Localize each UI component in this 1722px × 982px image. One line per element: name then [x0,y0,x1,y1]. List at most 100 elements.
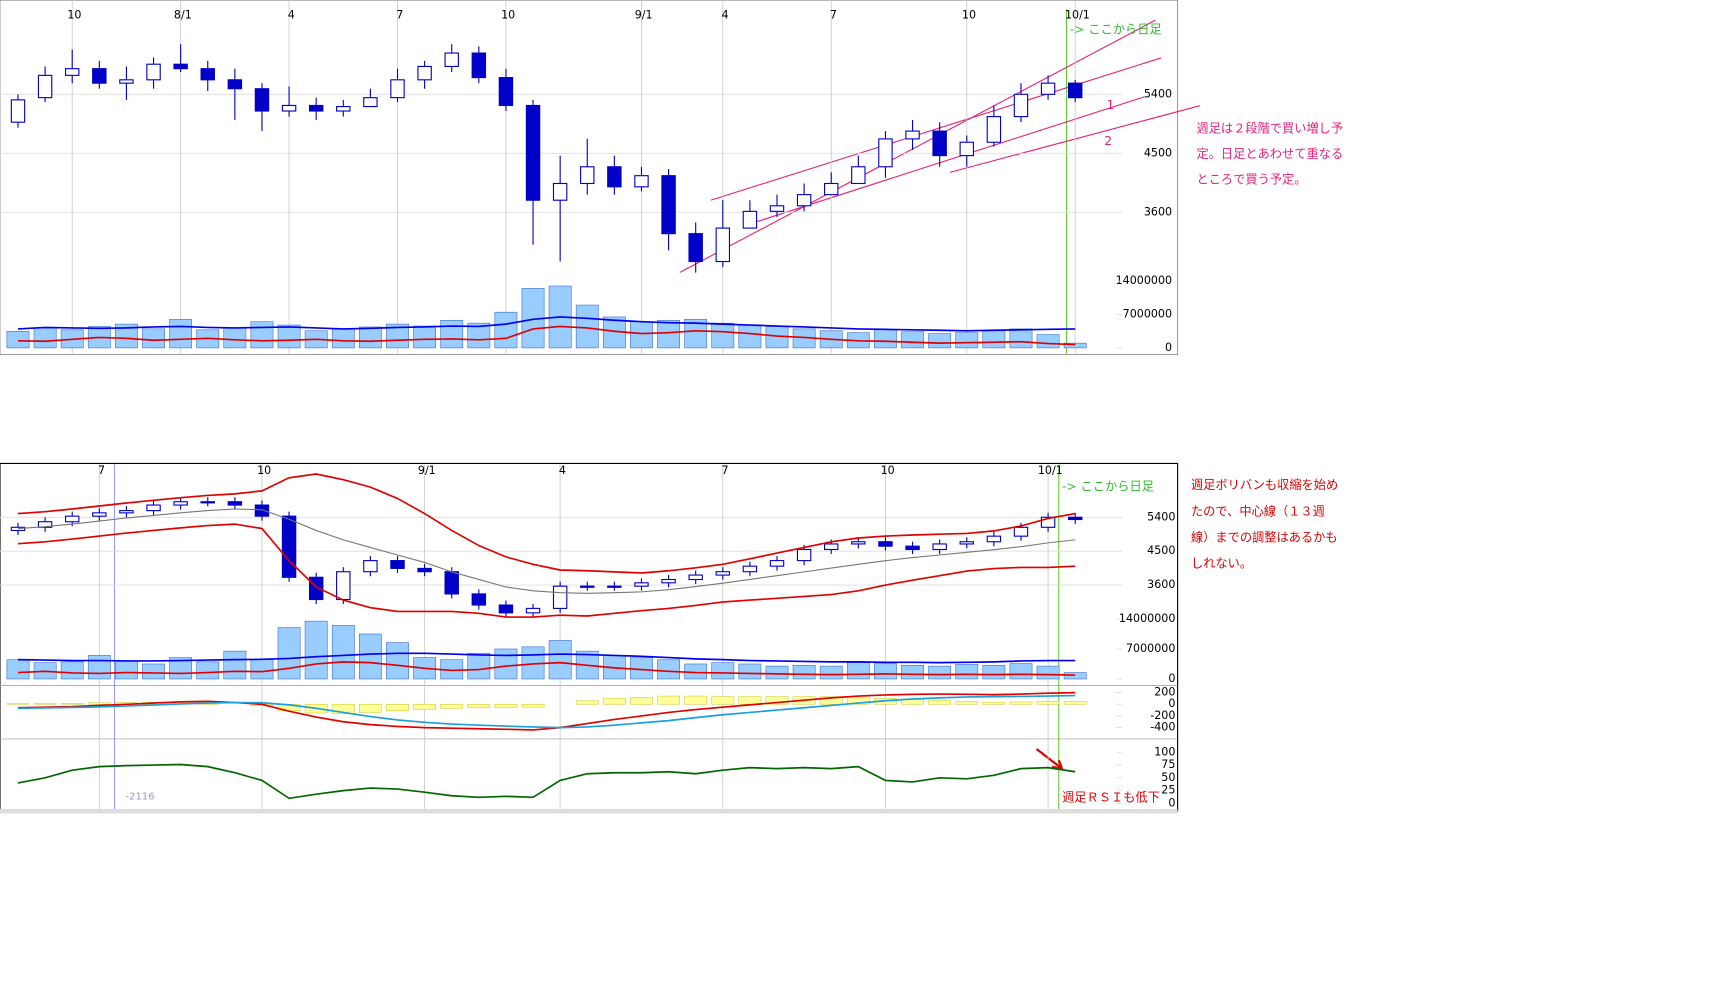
bar [467,322,491,349]
y-tick-label: 0 [1168,672,1175,685]
candle-body [986,116,1002,143]
bar [386,642,409,680]
cursor-value: -2116 [126,792,155,803]
bar [955,664,979,680]
y-tick-label: 0 [1165,341,1172,354]
trend-line [710,57,1162,201]
bar [223,650,247,680]
y-tick-label: 14000000 [1116,274,1172,287]
y-tick-label: 7000000 [1126,642,1175,655]
bar [684,695,708,705]
bar [630,321,653,349]
bar [819,665,843,680]
bar [955,332,979,349]
trend-lines [679,19,1200,273]
candle-body [444,52,459,67]
top-frame [0,0,1179,356]
bar [1036,334,1060,349]
candle-body [607,585,622,588]
candle-body [796,548,812,562]
candle-body [932,543,947,551]
bar [386,323,409,349]
bar [874,329,897,349]
x-tick-label: 4 [721,9,728,22]
candle-body [363,560,378,573]
series-line [17,694,1076,729]
bar [386,703,409,711]
bar [440,703,464,709]
bar [250,321,274,349]
candle-body [580,166,595,185]
candle-body [227,501,243,506]
y-tick-label: 3600 [1144,205,1172,218]
bar [467,703,491,709]
candle-body [390,79,405,99]
bar [277,627,301,680]
candle-body [851,166,866,185]
y-tick-label: 4500 [1147,544,1175,557]
y-tick-label: 5400 [1147,510,1175,523]
y-tick-label: 50 [1161,771,1175,784]
bar [115,323,138,349]
bar [87,702,111,705]
x-tick-label: 10 [881,464,895,477]
series-line [17,763,1076,800]
bar [901,664,924,680]
candle-body [146,63,161,81]
candle-body [878,541,893,547]
candle-body [905,545,920,551]
candle-body [986,535,1002,543]
candle-body [661,175,676,235]
bar [521,703,545,708]
candle-body [281,515,297,578]
y-tick-label: 0 [1168,697,1175,710]
candle-body [254,504,270,517]
bar [196,661,220,680]
bar [331,328,355,349]
bar [1009,663,1033,680]
x-tick-label: 10 [67,9,81,22]
candle-body [471,593,487,606]
x-tick-label: 10 [962,9,976,22]
bar [738,324,762,349]
note-line: しれない。 [1191,556,1252,570]
bar [819,696,843,705]
bar [982,330,1006,349]
candle-body [1040,82,1056,95]
candle-body [796,194,812,207]
series-line [17,325,1076,346]
candle-body [1067,82,1083,99]
candle-body [1067,516,1083,521]
candle-body [1013,93,1029,118]
bar [223,327,247,349]
bar [359,703,382,713]
candle-body [92,512,107,517]
bar [494,648,518,680]
x-tick-label: 7 [721,464,728,477]
note-line: 週足は２段階で買い増し予 [1197,121,1344,136]
bar [630,696,653,705]
bar [467,652,491,680]
bar [792,664,816,680]
candle-body [959,541,974,545]
bar [874,663,897,680]
candle-body [769,205,785,212]
candle-body [281,104,297,112]
candle-body [336,106,351,112]
y-tick-label: 4500 [1144,146,1172,159]
candle-body [932,130,947,157]
y-tick-label: -200 [1150,709,1175,722]
x-tick-label: 9/1 [635,9,653,22]
series-line [17,691,1076,731]
candle-body [390,560,405,569]
candle-body [119,510,134,514]
bar [928,333,952,349]
arrow [1035,748,1062,769]
candle-body [824,543,839,551]
bar [6,703,30,705]
bar [1063,672,1087,680]
bar [711,322,735,349]
bar [115,660,138,680]
bar [33,703,57,705]
y-tick-label: 75 [1161,758,1175,771]
